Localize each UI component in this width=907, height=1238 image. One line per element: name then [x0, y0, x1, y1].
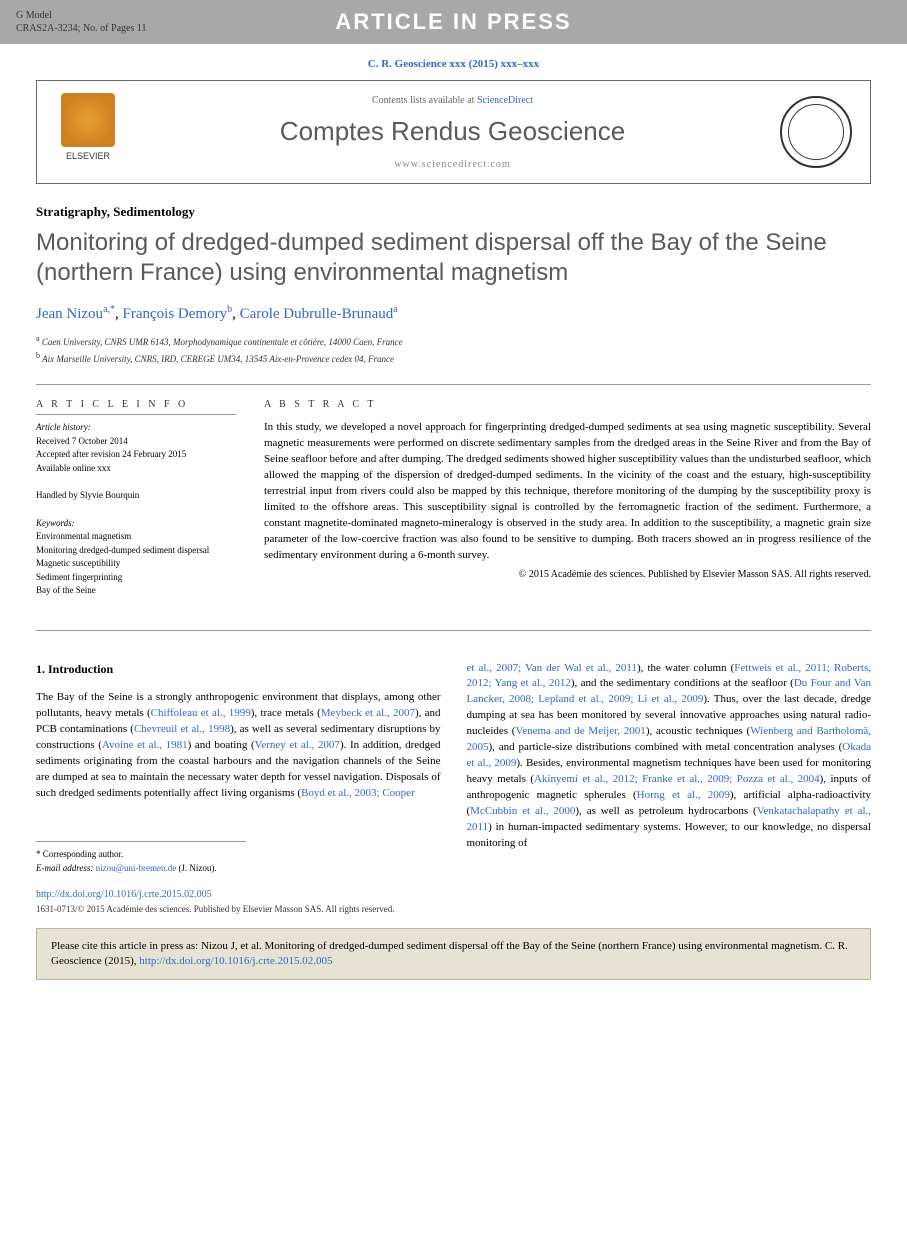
author-1[interactable]: Jean Nizou	[36, 306, 103, 322]
journal-reference: C. R. Geoscience xxx (2015) xxx–xxx	[0, 44, 907, 80]
history-block: Article history: Received 7 October 2014…	[36, 421, 236, 475]
academy-seal-icon	[780, 96, 852, 168]
section-heading: 1. Introduction	[36, 661, 441, 678]
model-line1: G Model	[16, 9, 146, 22]
column-right: et al., 2007; Van der Wal et al., 2011),…	[467, 661, 872, 875]
history-label: Article history:	[36, 421, 236, 435]
abstract-heading: A B S T R A C T	[264, 399, 871, 410]
abstract-column: A B S T R A C T In this study, we develo…	[264, 399, 871, 612]
affiliation-b: b Aix Marseille University, CNRS, IRD, C…	[36, 350, 871, 367]
affiliations: a Caen University, CNRS UMR 6143, Morpho…	[36, 333, 871, 366]
citation[interactable]: McCubbin et al., 2000	[470, 805, 575, 817]
model-info: G Model CRAS2A-3234; No. of Pages 11	[16, 9, 146, 35]
info-heading: A R T I C L E I N F O	[36, 399, 236, 415]
banner-center: ARTICLE IN PRESS	[335, 9, 571, 35]
sciencedirect-link[interactable]: ScienceDirect	[477, 95, 533, 106]
body-columns: 1. Introduction The Bay of the Seine is …	[36, 661, 871, 875]
doi-link[interactable]: http://dx.doi.org/10.1016/j.crte.2015.02…	[36, 889, 871, 900]
journal-header: ELSEVIER Contents lists available at Sci…	[36, 80, 871, 184]
received-date: Received 7 October 2014	[36, 435, 236, 449]
column-left: 1. Introduction The Bay of the Seine is …	[36, 661, 441, 875]
header-center: Contents lists available at ScienceDirec…	[145, 95, 760, 170]
keywords-block: Keywords: Environmental magnetism Monito…	[36, 517, 236, 598]
intro-para-left: The Bay of the Seine is a strongly anthr…	[36, 690, 441, 802]
citation[interactable]: Akinyemi et al., 2012; Franke et al., 20…	[534, 773, 820, 785]
intro-para-right: et al., 2007; Van der Wal et al., 2011),…	[467, 661, 872, 852]
keyword: Magnetic susceptibility	[36, 557, 236, 571]
article-category: Stratigraphy, Sedimentology	[36, 204, 871, 220]
citation[interactable]: Boyd et al., 2003; Cooper	[301, 787, 415, 799]
citation[interactable]: Venema and de Meijer, 2001	[515, 725, 645, 737]
citation[interactable]: Verney et al., 2007	[255, 739, 340, 751]
keyword: Sediment fingerprinting	[36, 571, 236, 585]
citation[interactable]: Avoine et al., 1981	[102, 739, 188, 751]
model-line2: CRAS2A-3234; No. of Pages 11	[16, 22, 146, 35]
cite-box: Please cite this article in press as: Ni…	[36, 928, 871, 981]
corr-label: * Corresponding author.	[36, 848, 246, 861]
handled-by: Handled by Slyvie Bourquin	[36, 489, 236, 503]
abstract-text: In this study, we developed a novel appr…	[264, 420, 871, 563]
corresponding-author: * Corresponding author. E-mail address: …	[36, 841, 246, 874]
elsevier-text: ELSEVIER	[66, 151, 110, 161]
corr-email[interactable]: nizou@uni-bremen.de	[96, 863, 177, 873]
author-3-marks: a	[393, 304, 397, 315]
cite-doi-link[interactable]: http://dx.doi.org/10.1016/j.crte.2015.02…	[139, 955, 332, 967]
author-1-marks: a,*	[103, 304, 115, 315]
elsevier-logo: ELSEVIER	[55, 93, 121, 171]
authors-line: Jean Nizoua,*, François Demoryb, Carole …	[36, 304, 871, 323]
online-date: Available online xxx	[36, 462, 236, 476]
abstract-copyright: © 2015 Académie des sciences. Published …	[264, 569, 871, 580]
journal-url[interactable]: www.sciencedirect.com	[145, 159, 760, 170]
author-2-marks: b	[227, 304, 232, 315]
journal-name: Comptes Rendus Geoscience	[145, 116, 760, 147]
corr-email-line: E-mail address: nizou@uni-bremen.de (J. …	[36, 862, 246, 875]
keyword: Monitoring dredged-dumped sediment dispe…	[36, 544, 236, 558]
keyword: Bay of the Seine	[36, 584, 236, 598]
article-title: Monitoring of dredged-dumped sediment di…	[36, 228, 871, 288]
divider	[36, 630, 871, 631]
bottom-copyright: 1631-0713/© 2015 Académie des sciences. …	[36, 904, 871, 914]
contents-line: Contents lists available at ScienceDirec…	[145, 95, 760, 106]
press-banner: G Model CRAS2A-3234; No. of Pages 11 ART…	[0, 0, 907, 44]
contents-prefix: Contents lists available at	[372, 95, 477, 106]
citation[interactable]: et al., 2007; Van der Wal et al., 2011	[467, 662, 637, 674]
citation[interactable]: Horng et al., 2009	[637, 789, 730, 801]
keyword: Environmental magnetism	[36, 530, 236, 544]
elsevier-tree-icon	[61, 93, 115, 147]
keywords-label: Keywords:	[36, 517, 236, 531]
article-info: A R T I C L E I N F O Article history: R…	[36, 399, 236, 612]
citation[interactable]: Chiffoleau et al., 1999	[151, 707, 251, 719]
info-abstract-row: A R T I C L E I N F O Article history: R…	[36, 385, 871, 630]
citation[interactable]: Chevreuil et al., 1998	[134, 723, 230, 735]
accepted-date: Accepted after revision 24 February 2015	[36, 448, 236, 462]
author-3[interactable]: Carole Dubrulle-Brunaud	[240, 306, 394, 322]
author-2[interactable]: François Demory	[123, 306, 228, 322]
affiliation-a: a Caen University, CNRS UMR 6143, Morpho…	[36, 333, 871, 350]
citation[interactable]: Meybeck et al., 2007	[321, 707, 415, 719]
